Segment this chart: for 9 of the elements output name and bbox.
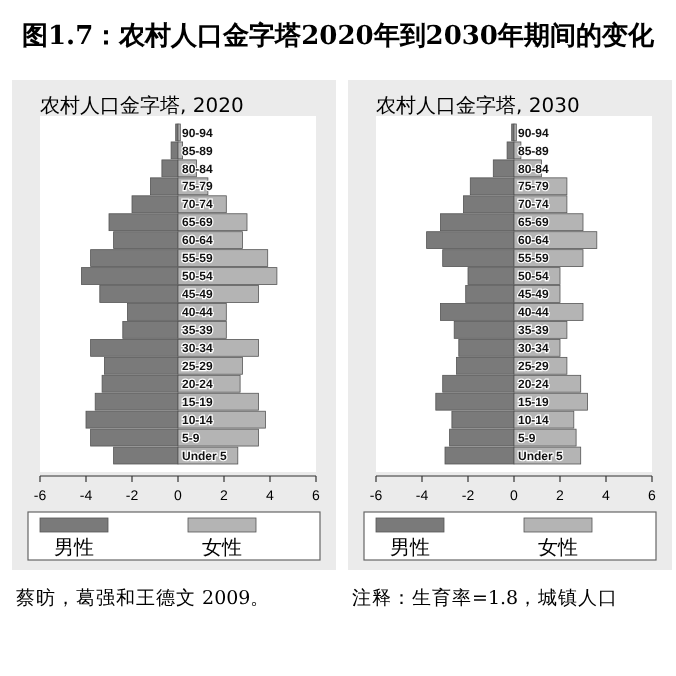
- legend-label: 女性: [538, 536, 578, 560]
- chart-subtitle: 农村人口金字塔, 2020: [40, 94, 244, 118]
- chart-subtitle: 农村人口金字塔, 2030: [376, 94, 580, 118]
- chart-title: 图1.7：农村人口金字塔2020年到2030年期间的变化: [22, 20, 656, 52]
- legend-label: 男性: [390, 536, 430, 560]
- text: 蔡昉，葛强和王德文 2009。: [16, 586, 271, 610]
- legend-label: 女性: [202, 536, 242, 560]
- text: 注释：生育率=1.8，城镇人口: [352, 586, 619, 610]
- legend-label: 男性: [54, 536, 94, 560]
